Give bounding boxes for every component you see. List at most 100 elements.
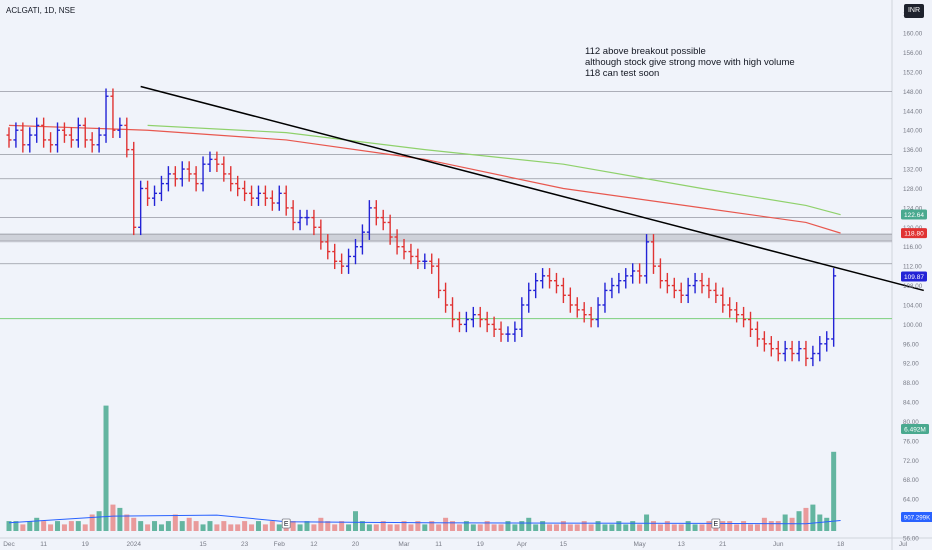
time-tick-label: 21 [719, 541, 727, 548]
volume-bar [380, 521, 386, 531]
volume-bar [61, 524, 67, 531]
ohlc-bar [810, 345, 816, 367]
ohlc-bar [366, 200, 372, 240]
volume-ma-badge [901, 512, 932, 522]
ohlc-bar [588, 306, 594, 328]
ohlc-bar [685, 277, 691, 304]
ohlc-bar [228, 166, 234, 192]
volume-bar [158, 524, 164, 531]
earnings-marker-label: E [714, 521, 719, 528]
volume-bar [207, 521, 213, 531]
ohlc-bar [657, 258, 663, 289]
volume-bar [512, 524, 518, 531]
volume-bar [796, 511, 802, 531]
volume-bar [623, 524, 629, 531]
ohlc-bar [484, 311, 490, 333]
volume-bar [748, 524, 754, 531]
volume-bar [152, 521, 158, 531]
volume-bar [616, 521, 622, 531]
volume-bar [235, 524, 241, 531]
volume-bar [595, 521, 601, 531]
volume-bar [519, 521, 525, 531]
volume-bar [68, 521, 74, 531]
volume-bar [477, 524, 483, 531]
ohlc-bar [179, 161, 185, 187]
volume-bar [484, 521, 490, 531]
ohlc-bar [782, 340, 788, 362]
price-tick-label: 148.00 [903, 89, 923, 96]
volume-bar [20, 524, 26, 531]
time-tick-label: 18 [837, 541, 845, 548]
ohlc-bar [332, 243, 338, 270]
ohlc-bar [678, 282, 684, 304]
ohlc-bar [262, 185, 268, 206]
time-axis-background [0, 538, 932, 550]
volume-bar [754, 524, 760, 531]
ohlc-bar [831, 268, 837, 347]
ohlc-bar [131, 141, 137, 236]
volume-bar [124, 514, 130, 531]
volume-bar [574, 524, 580, 531]
volume-bar [810, 504, 816, 531]
volume-bar [540, 521, 546, 531]
volume-bar [498, 524, 504, 531]
ohlc-bar [713, 282, 719, 304]
volume-bar [138, 521, 144, 531]
ohlc-bar [75, 117, 81, 148]
ohlc-bar [789, 340, 795, 362]
ohlc-bar [82, 117, 88, 148]
ohlc-bar [61, 122, 67, 143]
time-tick-label: Apr [517, 541, 528, 548]
ohlc-bar [699, 272, 705, 294]
volume-bar [34, 517, 40, 531]
annotation-note[interactable]: 112 above breakout possible although sto… [585, 46, 795, 79]
volume-bar [131, 517, 137, 531]
currency-badge[interactable]: INR [904, 4, 924, 18]
ohlc-bar [664, 272, 670, 294]
volume-bar [290, 521, 296, 531]
volume-bar [103, 405, 109, 531]
volume-bar [27, 521, 33, 531]
ohlc-bar [720, 287, 726, 313]
ohlc-bar [775, 340, 781, 362]
ohlc-bar [193, 166, 199, 192]
ohlc-bar [422, 253, 428, 270]
volume-ma-text: 907.299K [904, 515, 931, 522]
volume-bar [581, 521, 587, 531]
note-line-3: 118 can test soon [585, 68, 660, 79]
volume-bar [456, 524, 462, 531]
ohlc-bar [242, 180, 248, 202]
time-tick-label: Dec [3, 541, 15, 548]
price-tick-label: 152.00 [903, 69, 923, 76]
volume-bar [96, 511, 102, 531]
symbol-header[interactable]: ACLGATI, 1D, NSE [6, 6, 76, 15]
ohlc-bar [526, 282, 532, 313]
price-label-badge [901, 271, 927, 282]
ohlc-bar [754, 321, 760, 347]
ohlc-bar [103, 88, 109, 143]
ohlc-bar [609, 277, 615, 299]
ohlc-bar [415, 248, 421, 270]
ohlc-bar [89, 132, 95, 153]
time-tick-label: 23 [241, 541, 249, 548]
price-tick-label: 112.00 [903, 264, 922, 271]
volume-bar [55, 521, 61, 531]
ohlc-bar [429, 253, 435, 274]
volume-bar [789, 517, 795, 531]
volume-bar [269, 521, 275, 531]
volume-bar [782, 514, 788, 531]
ohlc-bar [6, 127, 12, 148]
volume-bar [775, 521, 781, 531]
volume-bar [179, 521, 185, 531]
volume-bar [242, 521, 248, 531]
volume-bar [255, 521, 261, 531]
volume-bar [110, 504, 116, 531]
volume-bar [588, 524, 594, 531]
ohlc-bar [456, 311, 462, 333]
volume-bar [366, 524, 372, 531]
time-tick-label: Feb [274, 541, 286, 548]
volume-bar [630, 521, 636, 531]
ohlc-bar [339, 253, 345, 274]
